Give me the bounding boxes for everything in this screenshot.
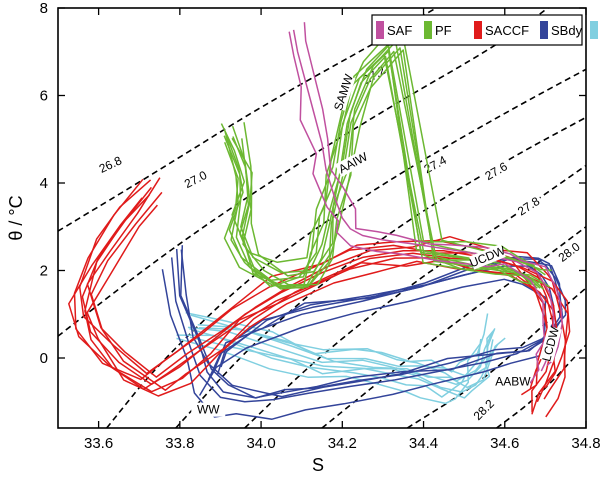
water-mass-label-bg: [495, 374, 530, 389]
legend-swatch: [540, 21, 548, 39]
water-mass-label-bg: [469, 243, 506, 270]
water-mass-label-bg: [191, 402, 226, 417]
profile-line-pf: [220, 34, 536, 267]
profile-line-unlabeled: [185, 311, 489, 373]
x-tick-label: 34.0: [246, 435, 275, 452]
water-mass-label: WW: [197, 403, 220, 417]
isopycnal-label-bg: [553, 237, 584, 266]
profile-line-saccf: [86, 204, 569, 418]
legend-label: SACCF: [485, 23, 529, 38]
legend: SAF PF SACCF SBdy: [371, 14, 598, 46]
y-tick-label: 2: [40, 263, 48, 280]
isopycnal-line: [58, 8, 438, 232]
isopycnal-line: [58, 8, 550, 337]
x-tick-label: 34.6: [490, 435, 519, 452]
x-axis-label: S: [312, 455, 324, 475]
x-tick-label: 34.4: [409, 435, 438, 452]
series-line-saf: [292, 29, 555, 372]
profile-line-unlabeled: [190, 314, 496, 382]
profile-line-saccf: [73, 178, 548, 396]
water-mass-label-bg: [539, 325, 562, 363]
profile-line-saccf: [68, 197, 553, 413]
y-tick-label: 4: [40, 175, 48, 192]
profile-line-unlabeled: [189, 336, 499, 399]
profile-line-saf: [303, 22, 563, 367]
legend-swatch: [424, 21, 432, 39]
legend-label: SAF: [387, 23, 412, 38]
profile-line-pf: [223, 55, 541, 290]
isopycnal-label-bg: [179, 166, 211, 192]
profile-line-pf: [224, 43, 532, 283]
water-mass-label-bg: [331, 74, 356, 111]
isopycnal-line: [244, 164, 586, 428]
profile-line-saf: [288, 31, 546, 384]
series-line-unlabeled: [187, 326, 494, 386]
legend-label: SBdy: [551, 23, 583, 38]
isopycnal-line: [321, 226, 586, 428]
isopycnal-label-bg: [480, 157, 512, 184]
x-tick-label: 33.8: [165, 435, 194, 452]
legend-swatch: [474, 21, 482, 39]
plot-frame: [57, 7, 587, 429]
y-tick-label: 0: [40, 350, 48, 367]
legend-swatch: [590, 21, 598, 39]
profile-line-pf: [241, 49, 550, 288]
y-tick-label: 6: [40, 88, 48, 105]
isopycnal-label-bg: [419, 150, 451, 177]
profile-line-pf: [223, 53, 538, 289]
legend-label: PF: [435, 23, 452, 38]
x-tick-label: 34.8: [571, 435, 600, 452]
isopycnal-label-bg: [468, 394, 498, 424]
x-tick-label: 34.2: [328, 435, 357, 452]
y-tick-label: 8: [40, 0, 48, 17]
water-mass-label: AABW: [495, 374, 531, 388]
x-tick-label: 33.6: [84, 435, 113, 452]
y-axis-label: θ / °C: [6, 195, 26, 240]
legend-swatch: [376, 21, 384, 39]
isopycnal-line: [496, 344, 586, 428]
isopycnal-line: [106, 68, 586, 428]
water-mass-label-bg: [334, 148, 372, 178]
isopycnal-label-bg: [512, 191, 544, 219]
isopycnal-line: [406, 287, 586, 428]
profile-line-pf: [224, 50, 538, 289]
isopycnal-label-bg: [94, 151, 126, 176]
profile-line-unlabeled: [176, 337, 481, 405]
